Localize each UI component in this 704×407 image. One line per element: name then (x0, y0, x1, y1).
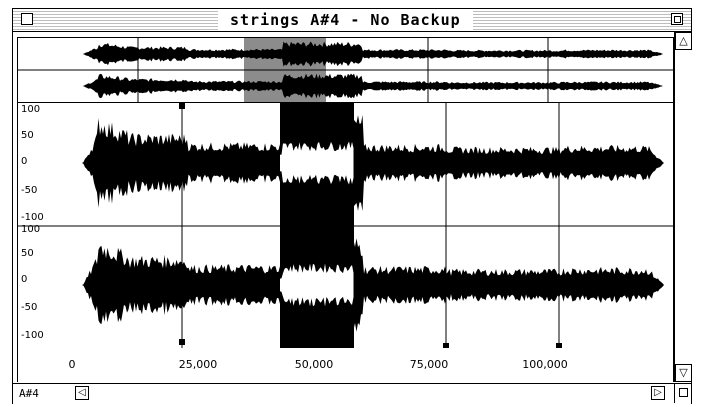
scroll-up-arrow-icon[interactable]: △ (675, 32, 692, 50)
scroll-right-arrow-icon[interactable]: ▷ (651, 386, 665, 400)
overview-waveform-bottom (18, 73, 672, 99)
loop-marker-handle (179, 103, 185, 109)
overview-waveform-top (18, 41, 672, 67)
grow-box[interactable] (674, 383, 691, 403)
y-tick-label: 0 (21, 274, 28, 285)
overview-selection (244, 38, 326, 102)
y-tick-label: 100 (21, 104, 41, 115)
status-bar: A#4 ◁ ▷ (13, 383, 691, 404)
x-tick-label: 100,000 (522, 358, 568, 371)
overview-waveform-graphic (18, 38, 673, 102)
x-tick-label: 75,000 (409, 358, 449, 371)
main-waveform-graphic (18, 103, 673, 349)
note-label: A#4 (19, 387, 39, 400)
x-tick-label: 0 (68, 358, 76, 371)
y-tick-label: 50 (21, 248, 34, 259)
window-title: strings A#4 - No Backup (218, 10, 473, 30)
y-tick-label: 100 (21, 224, 41, 235)
selection-inverted-bottom (280, 263, 354, 307)
main-waveform[interactable]: 100 50 0 -50 -100 100 50 0 -50 -100 (17, 102, 674, 350)
y-tick-label: 0 (21, 156, 28, 167)
y-tick-label: -50 (21, 302, 38, 313)
x-tick-label: 25,000 (178, 358, 218, 371)
y-tick-label: -100 (21, 330, 44, 341)
waveform-channel-top (58, 113, 673, 213)
loop-marker-handle (179, 339, 185, 345)
overview-waveform[interactable] (17, 37, 674, 103)
waveform-channel-bottom (58, 236, 673, 334)
selection-region (280, 103, 354, 349)
time-ruler[interactable]: 0 25,000 50,000 75,000 100,000 (17, 348, 674, 382)
title-bar[interactable]: strings A#4 - No Backup (13, 9, 691, 32)
zoom-box[interactable] (671, 13, 683, 25)
scroll-down-arrow-icon[interactable]: ▽ (675, 364, 692, 382)
sound-editor-window: strings A#4 - No Backup 100 50 0 -50 -10… (12, 8, 692, 404)
scroll-left-arrow-icon[interactable]: ◁ (75, 386, 89, 400)
close-box[interactable] (21, 13, 33, 25)
loop-marker-handle (443, 343, 449, 349)
y-tick-label: -100 (21, 212, 44, 223)
vertical-scrollbar[interactable]: △ ▽ (674, 32, 692, 382)
y-tick-label: -50 (21, 185, 38, 196)
selection-inverted-top (280, 141, 354, 185)
loop-marker-handle (556, 343, 562, 349)
y-tick-label: 50 (21, 130, 34, 141)
x-tick-label: 50,000 (294, 358, 334, 371)
